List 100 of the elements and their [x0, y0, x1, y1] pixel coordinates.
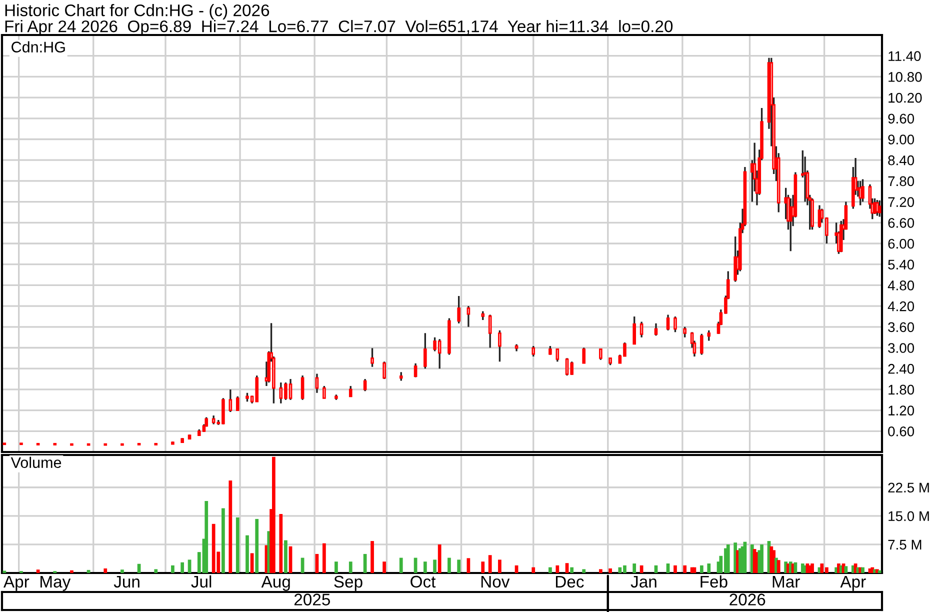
- bar: [844, 566, 848, 573]
- bar: [334, 562, 338, 573]
- bar: [246, 535, 249, 573]
- x-tick-label: Aug: [261, 576, 290, 591]
- bar: [272, 456, 276, 573]
- bar: [382, 562, 386, 573]
- bar: [36, 570, 40, 573]
- chart-subtitle: Fri Apr 24 2026 Op=6.89 Hi=7.24 Lo=6.77 Cl=7.07 Vol=651,174 Year hi=11.34 lo=0.20: [5, 20, 673, 36]
- x-tick-label: Jul: [191, 575, 212, 588]
- y-tick-label: 3.60: [888, 322, 914, 332]
- y-tick-label: 4.80: [888, 280, 914, 290]
- bar: [776, 560, 780, 573]
- bar: [726, 544, 730, 573]
- candlestick: [228, 388, 232, 413]
- chart-title: Historic Chart for Cdn:HG - (c) 2026: [5, 4, 270, 20]
- candlestick: [734, 236, 737, 283]
- candlestick: [414, 362, 418, 377]
- bar: [228, 480, 232, 573]
- bar: [565, 563, 569, 573]
- bar: [433, 560, 436, 573]
- bar: [104, 568, 108, 573]
- bar: [279, 514, 283, 573]
- bar: [556, 565, 560, 573]
- bar: [70, 570, 74, 573]
- bar: [322, 543, 326, 573]
- y-tick-label: 22.5 M: [888, 482, 929, 493]
- x-tick-label: Nov: [481, 576, 510, 588]
- bar: [608, 568, 612, 573]
- bar: [878, 570, 882, 573]
- bar: [599, 569, 602, 573]
- bar: [120, 570, 124, 573]
- bar: [861, 567, 864, 573]
- bar: [466, 558, 470, 573]
- y-tick-label: 9.00: [888, 134, 914, 144]
- bar: [700, 565, 704, 573]
- bar: [632, 563, 636, 573]
- bar: [582, 569, 586, 573]
- candlestick: [640, 320, 644, 338]
- bar: [284, 540, 288, 573]
- x-tick-label: Feb: [700, 575, 728, 588]
- bar: [674, 565, 677, 573]
- bar: [171, 565, 174, 573]
- x-tick-label: May: [40, 576, 71, 591]
- candlestick: [654, 322, 658, 336]
- bar: [760, 544, 764, 573]
- bar: [498, 560, 502, 573]
- bar: [204, 501, 208, 573]
- x2-tick-label: 2026: [730, 594, 766, 606]
- bar: [438, 544, 442, 573]
- x-tick-label: Oct: [410, 576, 436, 588]
- bar: [154, 569, 158, 573]
- candlestick: [370, 347, 374, 368]
- x-tick-label: Jun: [114, 576, 140, 588]
- y-tick-label: 8.40: [888, 155, 914, 166]
- candlestick: [861, 178, 864, 203]
- bar: [250, 553, 254, 573]
- y-tick-label: 6.60: [888, 218, 914, 228]
- bar: [370, 541, 374, 573]
- bar: [188, 560, 192, 573]
- y-tick-label: 7.80: [888, 176, 914, 186]
- annotation: Cdn:HG: [12, 41, 65, 52]
- bar: [423, 562, 427, 573]
- candlestick: [315, 372, 319, 394]
- bar: [255, 518, 259, 573]
- x-tick-label: Dec: [556, 576, 584, 588]
- x-tick-label: Jan: [630, 576, 656, 588]
- bar: [532, 567, 536, 573]
- y-tick-label: 15.0 M: [888, 511, 929, 522]
- candlestick: [457, 295, 460, 324]
- bar: [488, 555, 492, 573]
- x2-tick-label: 2025: [294, 594, 330, 606]
- bar: [707, 563, 711, 573]
- bar: [348, 562, 352, 573]
- y-tick-label: 7.5 M: [888, 540, 922, 550]
- bar: [457, 560, 461, 573]
- x-tick-label: Sep: [334, 576, 362, 591]
- bar: [481, 562, 485, 573]
- y-tick-label: 5.40: [888, 260, 914, 270]
- y-tick-label: 11.40: [888, 51, 921, 62]
- y-tick-label: 3.00: [888, 343, 914, 353]
- candlestick: [382, 362, 386, 379]
- y-tick-label: 7.20: [888, 197, 914, 207]
- candlestick: [466, 305, 470, 328]
- y-tick-label: 10.20: [888, 92, 922, 103]
- y-tick-label: 2.40: [888, 364, 914, 374]
- bar: [236, 517, 240, 573]
- x-tick-label: Apr: [3, 576, 30, 591]
- candlestick: [498, 330, 502, 362]
- y-tick-label: 4.20: [888, 301, 914, 312]
- bar: [570, 567, 574, 573]
- y-tick-label: 1.20: [888, 406, 914, 416]
- y-tick-label: 10.80: [888, 72, 922, 82]
- bar: [683, 565, 687, 573]
- x-tick-label: Mar: [772, 576, 800, 588]
- y-tick-label: 0.60: [888, 426, 914, 436]
- bar: [399, 558, 403, 573]
- bar: [222, 508, 225, 573]
- bar: [548, 567, 552, 573]
- y-tick-label: 1.80: [888, 384, 914, 395]
- candlestick: [424, 332, 427, 370]
